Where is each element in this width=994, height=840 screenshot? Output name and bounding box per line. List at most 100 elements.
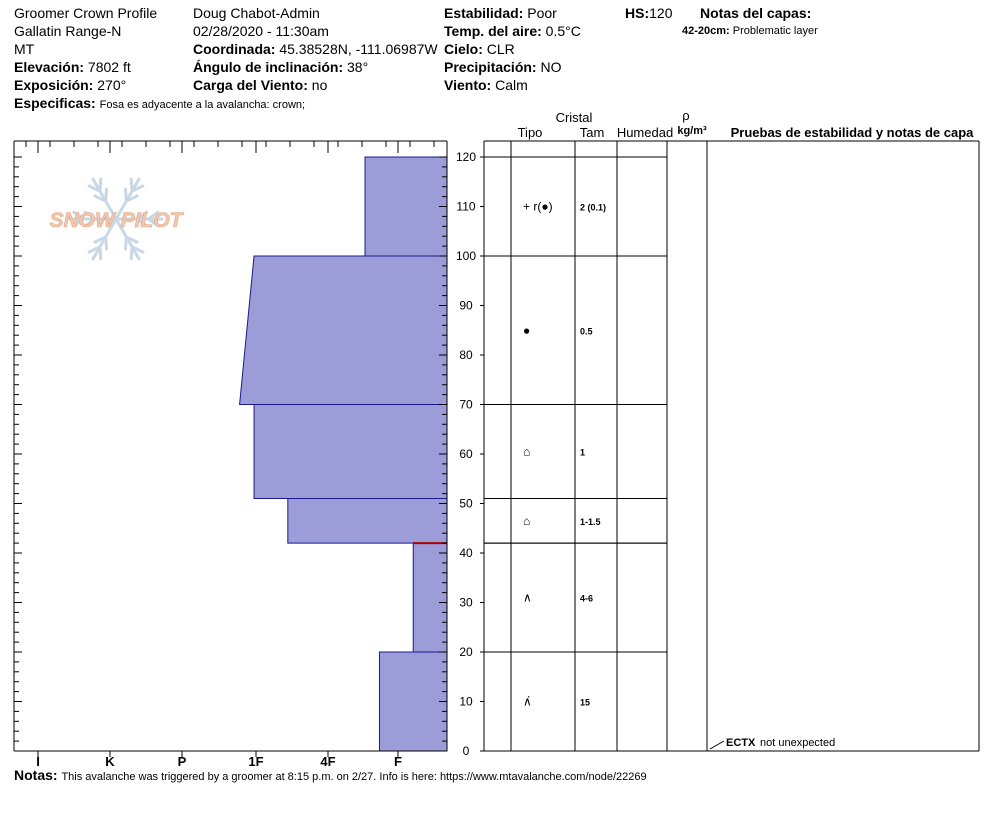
snowflake-branch — [104, 187, 109, 203]
height-label: 70 — [459, 398, 473, 412]
snowflake-branch — [72, 217, 86, 228]
snowflake-branch — [123, 235, 128, 251]
sky: Cielo: CLR — [444, 41, 515, 57]
height-label: 0 — [463, 744, 470, 758]
test-note: not unexpected — [760, 737, 835, 749]
crystal-rows: + r(●) 2 (0.1) ● 0.5 ⌂ 1 ⌂ 1-1.5 ∧ 4-6 ∧̇ 15 — [484, 156, 667, 752]
height-label: 60 — [459, 447, 473, 461]
stability-tests: ECTX not unexpected — [709, 737, 835, 750]
height-label: 110 — [456, 200, 475, 214]
col-header-tipo: Tipo — [518, 125, 543, 140]
hardness-layer — [364, 156, 448, 257]
height-label: 30 — [459, 596, 473, 610]
crystal-size: 4-6 — [580, 594, 593, 604]
col-header-humedad: Humedad — [617, 125, 673, 140]
crystal-symbol: ∧̇ — [523, 695, 532, 709]
snowflake-branch — [130, 184, 145, 193]
snowflake-branch — [83, 210, 97, 221]
height-label: 90 — [459, 299, 473, 313]
snowflake-branch — [87, 245, 102, 254]
snowflake-branch — [124, 194, 139, 203]
header-col-hs: HS:120 — [625, 4, 672, 22]
crystal-size: 0.5 — [580, 326, 593, 336]
snowflake-branch — [130, 245, 145, 254]
hardness-ticks: I K P 1F 4F F — [25, 141, 435, 769]
col-header-density-unit: kg/m³ — [677, 125, 707, 137]
hardness-label: F — [394, 754, 402, 769]
height-label: 40 — [459, 546, 473, 560]
hardness-layer — [287, 498, 448, 544]
elevation: Elevación: 7802 ft — [14, 59, 131, 75]
logo-text: SNOW PILOT — [50, 209, 185, 232]
height-label: 80 — [459, 348, 473, 362]
datetime: 02/28/2020 - 11:30am — [193, 23, 329, 39]
snowflake-branch — [135, 210, 149, 221]
col-header-rho: ρ — [682, 108, 689, 123]
height-label: 10 — [459, 695, 473, 709]
col-header-tam: Tam — [580, 125, 605, 140]
crystal-symbol: ● — [523, 323, 530, 337]
hardness-label: 4F — [320, 754, 335, 769]
crystal-symbol: ⌂ — [523, 445, 530, 459]
stability: Estabilidad: Poor — [444, 5, 557, 21]
aspect: Exposición: 270° — [14, 77, 127, 93]
header-col-site: Groomer Crown Profile Gallatin Range-N M… — [14, 4, 305, 114]
snowflake-branch — [129, 245, 134, 261]
mountain-range: Gallatin Range-N — [14, 23, 122, 39]
hardness-label: I — [36, 754, 40, 769]
crystal-size: 1 — [580, 448, 585, 458]
hardness-label: 1F — [248, 754, 263, 769]
snowflake-branch — [146, 210, 160, 221]
precipitation: Precipitación: NO — [444, 59, 562, 75]
crystal-symbol: + r(●) — [523, 200, 553, 214]
hardness-layer — [378, 651, 448, 752]
wind: Viento: Calm — [444, 77, 528, 93]
specifics: Especificas: Fosa es adyacente a la aval… — [14, 95, 306, 111]
snowflake-branch — [124, 235, 139, 244]
hardness-layer — [412, 542, 448, 653]
crystal-symbol: ∧ — [523, 591, 532, 605]
snowflake-branch — [93, 235, 108, 244]
snowflake-branch — [123, 187, 128, 203]
snowflake-branch — [87, 184, 102, 193]
snowflake-branch — [72, 210, 86, 221]
snowflake-branch — [83, 217, 97, 228]
observer: Doug Chabot-Admin — [193, 5, 320, 21]
hardness-plot-frame — [13, 140, 448, 752]
test-pointer — [709, 740, 725, 750]
crystal-size: 15 — [580, 698, 590, 708]
hardness-layer — [239, 255, 448, 405]
footer-notes: Notas: This avalanche was triggered by a… — [14, 767, 647, 783]
snowflake-branch — [146, 217, 160, 228]
col-header-cristal: Cristal — [556, 110, 593, 125]
coordinates: Coordinada: 45.38528N, -111.06987W — [193, 41, 438, 57]
height-label: 120 — [456, 150, 476, 164]
col-header-tests: Pruebas de estabilidad y notas de capa — [731, 125, 975, 140]
snowflake-branch — [135, 217, 149, 228]
crystal-table-frame — [483, 140, 980, 752]
snowflake-branch — [129, 177, 134, 193]
hardness-label: P — [178, 754, 187, 769]
snowpilot-logo: SNOW PILOT — [49, 177, 185, 261]
snowflake-branch — [93, 194, 108, 203]
hardness-layer — [253, 404, 448, 500]
height-label: 100 — [456, 249, 476, 263]
crystal-size: 1-1.5 — [580, 517, 601, 527]
crystal-symbol: ⌂ — [523, 514, 530, 528]
crystal-size: 2 (0.1) — [580, 203, 606, 213]
profile-title: Groomer Crown Profile — [14, 5, 158, 21]
test-code: ECTX — [726, 737, 756, 749]
height-axis: 0 10 20 30 40 50 60 70 80 90 100 110 120 — [14, 150, 484, 758]
snowflake-branch — [104, 235, 109, 251]
state: MT — [14, 41, 35, 57]
wind-loading: Carga del Viento: no — [193, 77, 328, 93]
height-label: 50 — [459, 497, 473, 511]
hardness-label: K — [105, 754, 115, 769]
air-temp: Temp. del aire: 0.5°C — [444, 23, 581, 39]
header-col-weather: Estabilidad: Poor Temp. del aire: 0.5°C … — [444, 4, 581, 94]
layer-note: 42-20cm: Problematic layer — [682, 25, 818, 37]
header-col-observer: Doug Chabot-Admin 02/28/2020 - 11:30am C… — [193, 4, 438, 94]
height-label: 20 — [459, 645, 473, 659]
snowflake-branch — [98, 177, 103, 193]
